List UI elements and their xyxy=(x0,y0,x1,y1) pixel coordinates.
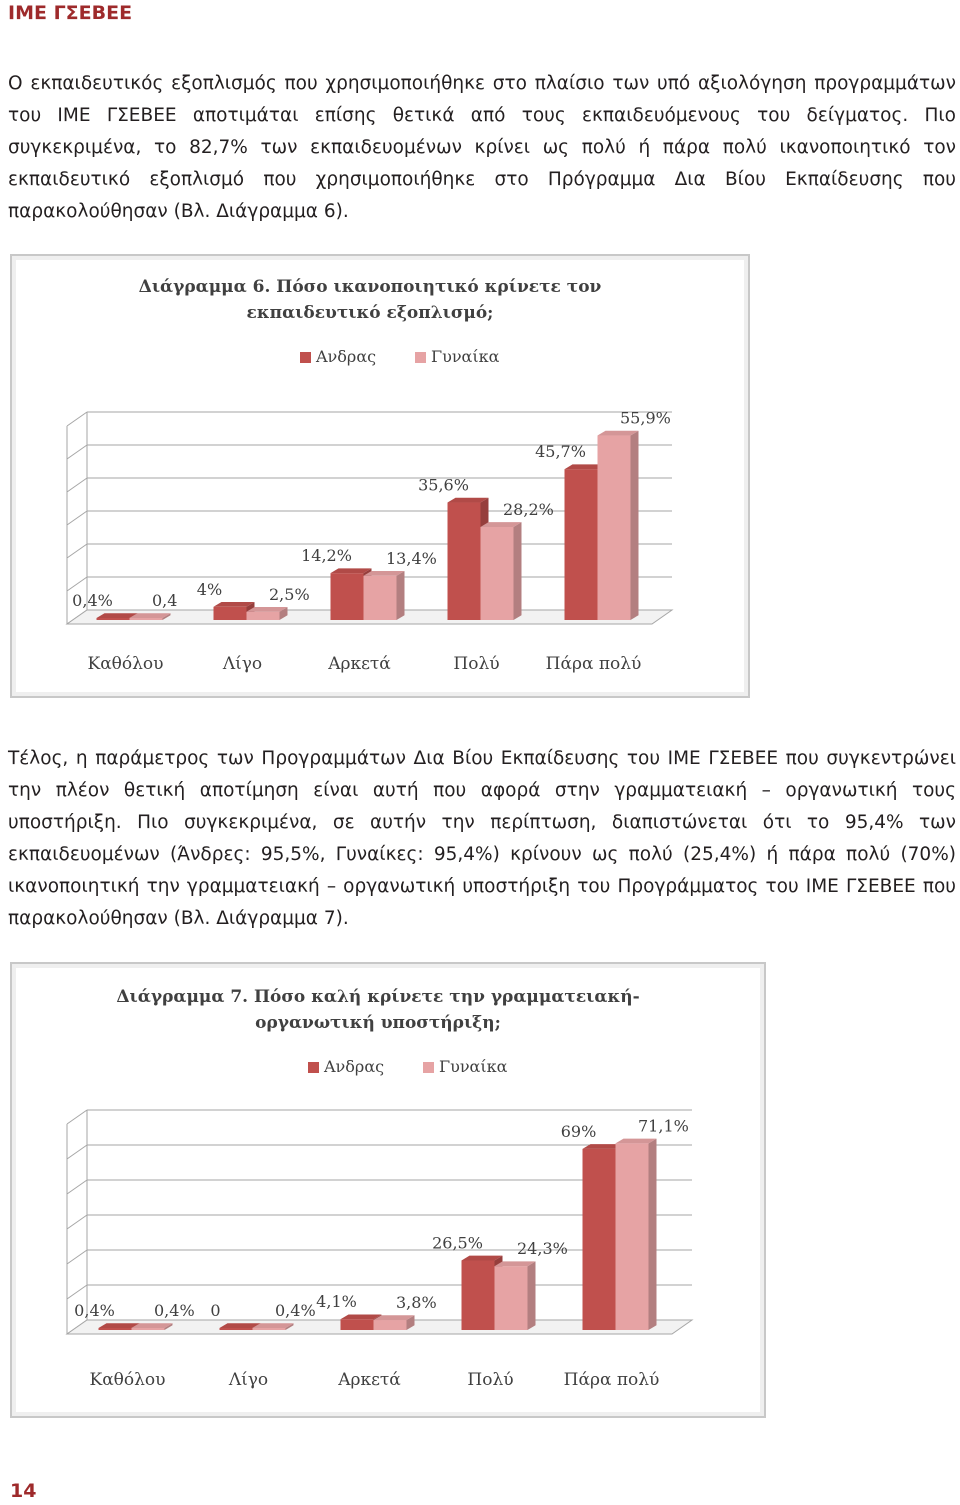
data-label-female-3: 24,3% xyxy=(517,1239,568,1258)
legend-label-male: Ανδρας xyxy=(323,1057,384,1076)
category-label-3: Πολύ xyxy=(467,1370,513,1390)
bar-female-4 xyxy=(615,1138,657,1330)
legend-label-female: Γυναίκα xyxy=(431,347,500,366)
paragraph-support: Τέλος, η παράμετρος των Προγραμμάτων Δια… xyxy=(8,748,956,929)
data-label-female-1: 2,5% xyxy=(269,585,310,604)
data-label-male-4: 69% xyxy=(561,1122,597,1141)
data-label-male-0: 0,4% xyxy=(74,1301,115,1320)
chart-6-container: Διάγραμμα 6. Πόσο ικανοποιητικό κρίνετε … xyxy=(10,254,750,698)
data-label-female-4: 55,9% xyxy=(620,409,671,428)
data-label-female-3: 28,2% xyxy=(503,500,554,519)
legend-label-male: Ανδρας xyxy=(315,347,376,366)
category-label-1: Λίγο xyxy=(228,1370,268,1390)
legend-swatch-female xyxy=(415,352,426,363)
bar-female-1 xyxy=(246,606,288,620)
category-label-0: Καθόλου xyxy=(90,1370,166,1390)
paragraph-equipment: Ο εκπαιδευτικός εξοπλισμός που χρησιμοπο… xyxy=(8,73,956,222)
bar-female-1 xyxy=(252,1323,294,1330)
data-label-female-0: 0,4% xyxy=(154,1301,195,1320)
data-label-male-0: 0,4% xyxy=(72,591,113,610)
bar-female-0 xyxy=(131,1323,173,1330)
category-label-3: Πολύ xyxy=(453,654,499,674)
bar-female-4 xyxy=(597,430,639,620)
data-label-female-2: 13,4% xyxy=(386,549,437,568)
data-label-female-0: 0,4 xyxy=(152,591,177,610)
category-label-2: Αρκετά xyxy=(327,654,391,674)
legend-swatch-male xyxy=(300,352,311,363)
chart-title-line1: Διάγραμμα 6. Πόσο ικανοποιητικό κρίνετε … xyxy=(139,277,602,297)
category-label-2: Αρκετά xyxy=(337,1370,401,1390)
data-label-male-1: 0 xyxy=(210,1301,220,1320)
category-label-4: Πάρα πολύ xyxy=(546,654,642,674)
legend-label-female: Γυναίκα xyxy=(439,1057,508,1076)
data-label-male-3: 26,5% xyxy=(432,1233,483,1252)
bar-female-2 xyxy=(373,1315,415,1330)
chart-7-container: Διάγραμμα 7. Πόσο καλή κρίνετε την γραμμ… xyxy=(10,962,766,1418)
data-label-male-2: 4,1% xyxy=(316,1292,357,1311)
data-label-male-1: 4% xyxy=(197,580,222,599)
chart-title-line1: Διάγραμμα 7. Πόσο καλή κρίνετε την γραμμ… xyxy=(116,987,639,1007)
bar-female-3 xyxy=(480,522,522,620)
bar-female-3 xyxy=(494,1261,536,1330)
data-label-female-1: 0,4% xyxy=(275,1301,316,1320)
document-header: ΙΜΕ ΓΣΕΒΕΕ xyxy=(8,2,133,24)
data-label-female-2: 3,8% xyxy=(396,1293,437,1312)
data-label-female-4: 71,1% xyxy=(638,1116,689,1135)
category-label-0: Καθόλου xyxy=(88,654,164,674)
data-label-male-2: 14,2% xyxy=(301,546,352,565)
legend-swatch-female xyxy=(423,1062,434,1073)
chart-7: Διάγραμμα 7. Πόσο καλή κρίνετε την γραμμ… xyxy=(65,987,694,1390)
legend-swatch-male xyxy=(308,1062,319,1073)
chart-6: Διάγραμμα 6. Πόσο ικανοποιητικό κρίνετε … xyxy=(65,277,674,674)
chart-title-line2: οργανωτική υποστήριξη; xyxy=(255,1013,501,1033)
bar-female-0 xyxy=(129,613,171,620)
bar-female-2 xyxy=(363,570,405,620)
chart-title-line2: εκπαιδευτικό εξοπλισμό; xyxy=(247,303,494,323)
category-label-1: Λίγο xyxy=(222,654,262,674)
page-number: 14 xyxy=(10,1480,37,1502)
data-label-male-4: 45,7% xyxy=(535,442,586,461)
data-label-male-3: 35,6% xyxy=(418,476,469,495)
category-label-4: Πάρα πολύ xyxy=(564,1370,660,1390)
